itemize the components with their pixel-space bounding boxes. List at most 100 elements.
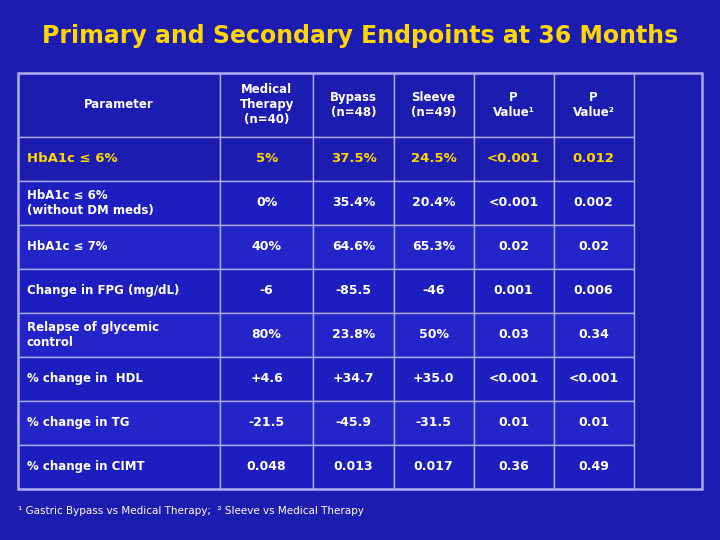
FancyBboxPatch shape bbox=[18, 181, 220, 225]
Text: <0.001: <0.001 bbox=[487, 152, 540, 165]
Text: 24.5%: 24.5% bbox=[410, 152, 456, 165]
Text: +34.7: +34.7 bbox=[333, 372, 374, 385]
Text: 0.03: 0.03 bbox=[498, 328, 529, 341]
FancyBboxPatch shape bbox=[394, 137, 474, 181]
FancyBboxPatch shape bbox=[18, 225, 220, 269]
FancyBboxPatch shape bbox=[220, 269, 313, 313]
FancyBboxPatch shape bbox=[474, 73, 554, 137]
Text: 64.6%: 64.6% bbox=[332, 240, 375, 253]
FancyBboxPatch shape bbox=[313, 269, 394, 313]
FancyBboxPatch shape bbox=[554, 445, 634, 489]
Text: 50%: 50% bbox=[418, 328, 449, 341]
Text: 0.013: 0.013 bbox=[333, 460, 373, 473]
Text: +35.0: +35.0 bbox=[413, 372, 454, 385]
Text: HbA1c ≤ 7%: HbA1c ≤ 7% bbox=[27, 240, 107, 253]
Text: Parameter: Parameter bbox=[84, 98, 154, 111]
Text: 37.5%: 37.5% bbox=[330, 152, 377, 165]
Text: 0.01: 0.01 bbox=[578, 416, 609, 429]
Text: 0.34: 0.34 bbox=[578, 328, 609, 341]
FancyBboxPatch shape bbox=[18, 445, 220, 489]
FancyBboxPatch shape bbox=[554, 181, 634, 225]
Text: -45.9: -45.9 bbox=[336, 416, 372, 429]
Text: 0.001: 0.001 bbox=[494, 284, 534, 297]
FancyBboxPatch shape bbox=[474, 225, 554, 269]
Text: 0.002: 0.002 bbox=[574, 196, 613, 209]
Text: 0.006: 0.006 bbox=[574, 284, 613, 297]
FancyBboxPatch shape bbox=[474, 357, 554, 401]
Text: 0.36: 0.36 bbox=[498, 460, 529, 473]
Text: Primary and Secondary Endpoints at 36 Months: Primary and Secondary Endpoints at 36 Mo… bbox=[42, 24, 678, 48]
FancyBboxPatch shape bbox=[220, 445, 313, 489]
Text: 0.012: 0.012 bbox=[572, 152, 615, 165]
FancyBboxPatch shape bbox=[554, 73, 634, 137]
Text: 0.02: 0.02 bbox=[498, 240, 529, 253]
Text: 0%: 0% bbox=[256, 196, 277, 209]
Text: -21.5: -21.5 bbox=[248, 416, 284, 429]
FancyBboxPatch shape bbox=[313, 73, 394, 137]
Text: 20.4%: 20.4% bbox=[412, 196, 455, 209]
Text: 0.02: 0.02 bbox=[578, 240, 609, 253]
FancyBboxPatch shape bbox=[18, 313, 220, 357]
FancyBboxPatch shape bbox=[220, 357, 313, 401]
FancyBboxPatch shape bbox=[313, 181, 394, 225]
FancyBboxPatch shape bbox=[394, 445, 474, 489]
FancyBboxPatch shape bbox=[474, 401, 554, 445]
Text: 35.4%: 35.4% bbox=[332, 196, 375, 209]
FancyBboxPatch shape bbox=[394, 357, 474, 401]
FancyBboxPatch shape bbox=[220, 401, 313, 445]
Text: -6: -6 bbox=[260, 284, 274, 297]
FancyBboxPatch shape bbox=[394, 269, 474, 313]
FancyBboxPatch shape bbox=[313, 401, 394, 445]
Text: Sleeve
(n=49): Sleeve (n=49) bbox=[411, 91, 456, 119]
Text: <0.001: <0.001 bbox=[488, 372, 539, 385]
FancyBboxPatch shape bbox=[18, 269, 220, 313]
Text: +4.6: +4.6 bbox=[251, 372, 283, 385]
Text: P
Value²: P Value² bbox=[572, 91, 615, 119]
FancyBboxPatch shape bbox=[18, 137, 220, 181]
Text: <0.001: <0.001 bbox=[569, 372, 618, 385]
FancyBboxPatch shape bbox=[474, 137, 554, 181]
FancyBboxPatch shape bbox=[554, 313, 634, 357]
FancyBboxPatch shape bbox=[18, 401, 220, 445]
FancyBboxPatch shape bbox=[220, 313, 313, 357]
FancyBboxPatch shape bbox=[394, 313, 474, 357]
Text: -46: -46 bbox=[422, 284, 445, 297]
Text: ¹ Gastric Bypass vs Medical Therapy;  ² Sleeve vs Medical Therapy: ¹ Gastric Bypass vs Medical Therapy; ² S… bbox=[18, 505, 364, 516]
Text: HbA1c ≤ 6%
(without DM meds): HbA1c ≤ 6% (without DM meds) bbox=[27, 188, 153, 217]
FancyBboxPatch shape bbox=[220, 225, 313, 269]
Text: 80%: 80% bbox=[252, 328, 282, 341]
FancyBboxPatch shape bbox=[474, 269, 554, 313]
Text: Relapse of glycemic
control: Relapse of glycemic control bbox=[27, 321, 159, 349]
FancyBboxPatch shape bbox=[18, 357, 220, 401]
Text: % change in  HDL: % change in HDL bbox=[27, 372, 143, 385]
FancyBboxPatch shape bbox=[554, 357, 634, 401]
Text: % change in CIMT: % change in CIMT bbox=[27, 460, 144, 473]
FancyBboxPatch shape bbox=[554, 401, 634, 445]
FancyBboxPatch shape bbox=[220, 73, 313, 137]
Text: % change in TG: % change in TG bbox=[27, 416, 129, 429]
Text: Medical
Therapy
(n=40): Medical Therapy (n=40) bbox=[240, 83, 294, 126]
Text: HbA1c ≤ 6%: HbA1c ≤ 6% bbox=[27, 152, 117, 165]
Text: -85.5: -85.5 bbox=[336, 284, 372, 297]
Text: 5%: 5% bbox=[256, 152, 278, 165]
Text: 23.8%: 23.8% bbox=[332, 328, 375, 341]
Text: Change in FPG (mg/dL): Change in FPG (mg/dL) bbox=[27, 284, 179, 297]
FancyBboxPatch shape bbox=[394, 73, 474, 137]
FancyBboxPatch shape bbox=[554, 269, 634, 313]
FancyBboxPatch shape bbox=[474, 313, 554, 357]
Text: 0.49: 0.49 bbox=[578, 460, 609, 473]
Text: <0.001: <0.001 bbox=[488, 196, 539, 209]
Text: 65.3%: 65.3% bbox=[412, 240, 455, 253]
Text: 0.048: 0.048 bbox=[247, 460, 287, 473]
Text: 0.017: 0.017 bbox=[414, 460, 454, 473]
FancyBboxPatch shape bbox=[554, 137, 634, 181]
Text: P
Value¹: P Value¹ bbox=[492, 91, 534, 119]
FancyBboxPatch shape bbox=[554, 225, 634, 269]
FancyBboxPatch shape bbox=[313, 313, 394, 357]
Text: Bypass
(n=48): Bypass (n=48) bbox=[330, 91, 377, 119]
FancyBboxPatch shape bbox=[220, 137, 313, 181]
FancyBboxPatch shape bbox=[394, 181, 474, 225]
Text: 0.01: 0.01 bbox=[498, 416, 529, 429]
Text: -31.5: -31.5 bbox=[415, 416, 451, 429]
FancyBboxPatch shape bbox=[18, 73, 220, 137]
